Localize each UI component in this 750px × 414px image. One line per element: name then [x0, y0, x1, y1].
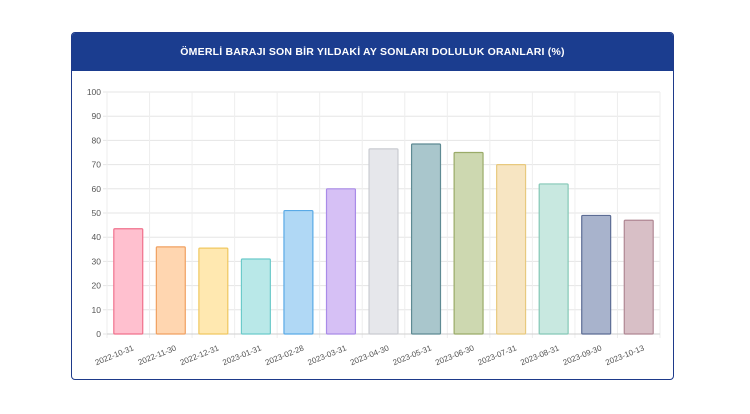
x-tick-label: 2023-05-31 [391, 343, 433, 367]
y-tick-label: 90 [92, 111, 102, 121]
x-tick-label: 2023-09-30 [562, 343, 604, 367]
bar-2022-10-31 [113, 228, 144, 335]
y-tick-label: 70 [92, 160, 102, 170]
x-tick-label: 2022-10-31 [94, 343, 136, 367]
bar-2023-10-13 [623, 219, 654, 335]
x-tick-label: 2023-10-13 [604, 343, 646, 367]
y-tick-label: 100 [87, 87, 101, 97]
y-tick-label: 40 [92, 232, 102, 242]
y-tick-label: 20 [92, 281, 102, 291]
x-tick-label: 2023-01-31 [221, 343, 263, 367]
bar-2023-09-30 [581, 214, 612, 335]
bar-chart: 0 10 20 30 40 50 60 70 80 90 100 2022-10-31 2022-11-… [87, 87, 661, 367]
x-tick-label: 2022-12-31 [179, 343, 221, 367]
bar-2023-04-30 [368, 148, 399, 335]
chart-card: ÖMERLİ BARAJI SON BİR YILDAKİ AY SONLARI… [71, 32, 674, 380]
x-tick-label: 2023-08-31 [519, 343, 561, 367]
bar-2023-05-31 [410, 143, 442, 335]
y-tick-label: 30 [92, 256, 102, 266]
bar-2023-01-31 [240, 258, 271, 335]
bar-2022-11-30 [155, 246, 186, 335]
y-tick-label: 80 [92, 135, 102, 145]
bar-2023-07-31 [496, 163, 527, 335]
y-tick-label: 60 [92, 184, 102, 194]
bar-2023-02-28 [283, 209, 314, 335]
y-tick-label: 0 [96, 329, 101, 339]
chart-title: ÖMERLİ BARAJI SON BİR YILDAKİ AY SONLARI… [72, 33, 673, 71]
x-tick-label: 2023-07-31 [477, 343, 519, 367]
bar-2023-08-31 [538, 183, 569, 335]
y-tick-label: 50 [92, 208, 102, 218]
y-tick-label: 10 [92, 305, 102, 315]
x-tick-label: 2022-11-30 [137, 343, 178, 367]
bar-2022-12-31 [198, 247, 229, 335]
bar-2023-03-31 [325, 188, 357, 335]
x-tick-label: 2023-02-28 [264, 343, 306, 367]
x-tick-label: 2023-03-31 [306, 343, 348, 367]
x-tick-label: 2023-04-30 [349, 343, 391, 367]
x-tick-label: 2023-06-30 [434, 343, 476, 367]
bar-2023-06-30 [453, 151, 484, 335]
